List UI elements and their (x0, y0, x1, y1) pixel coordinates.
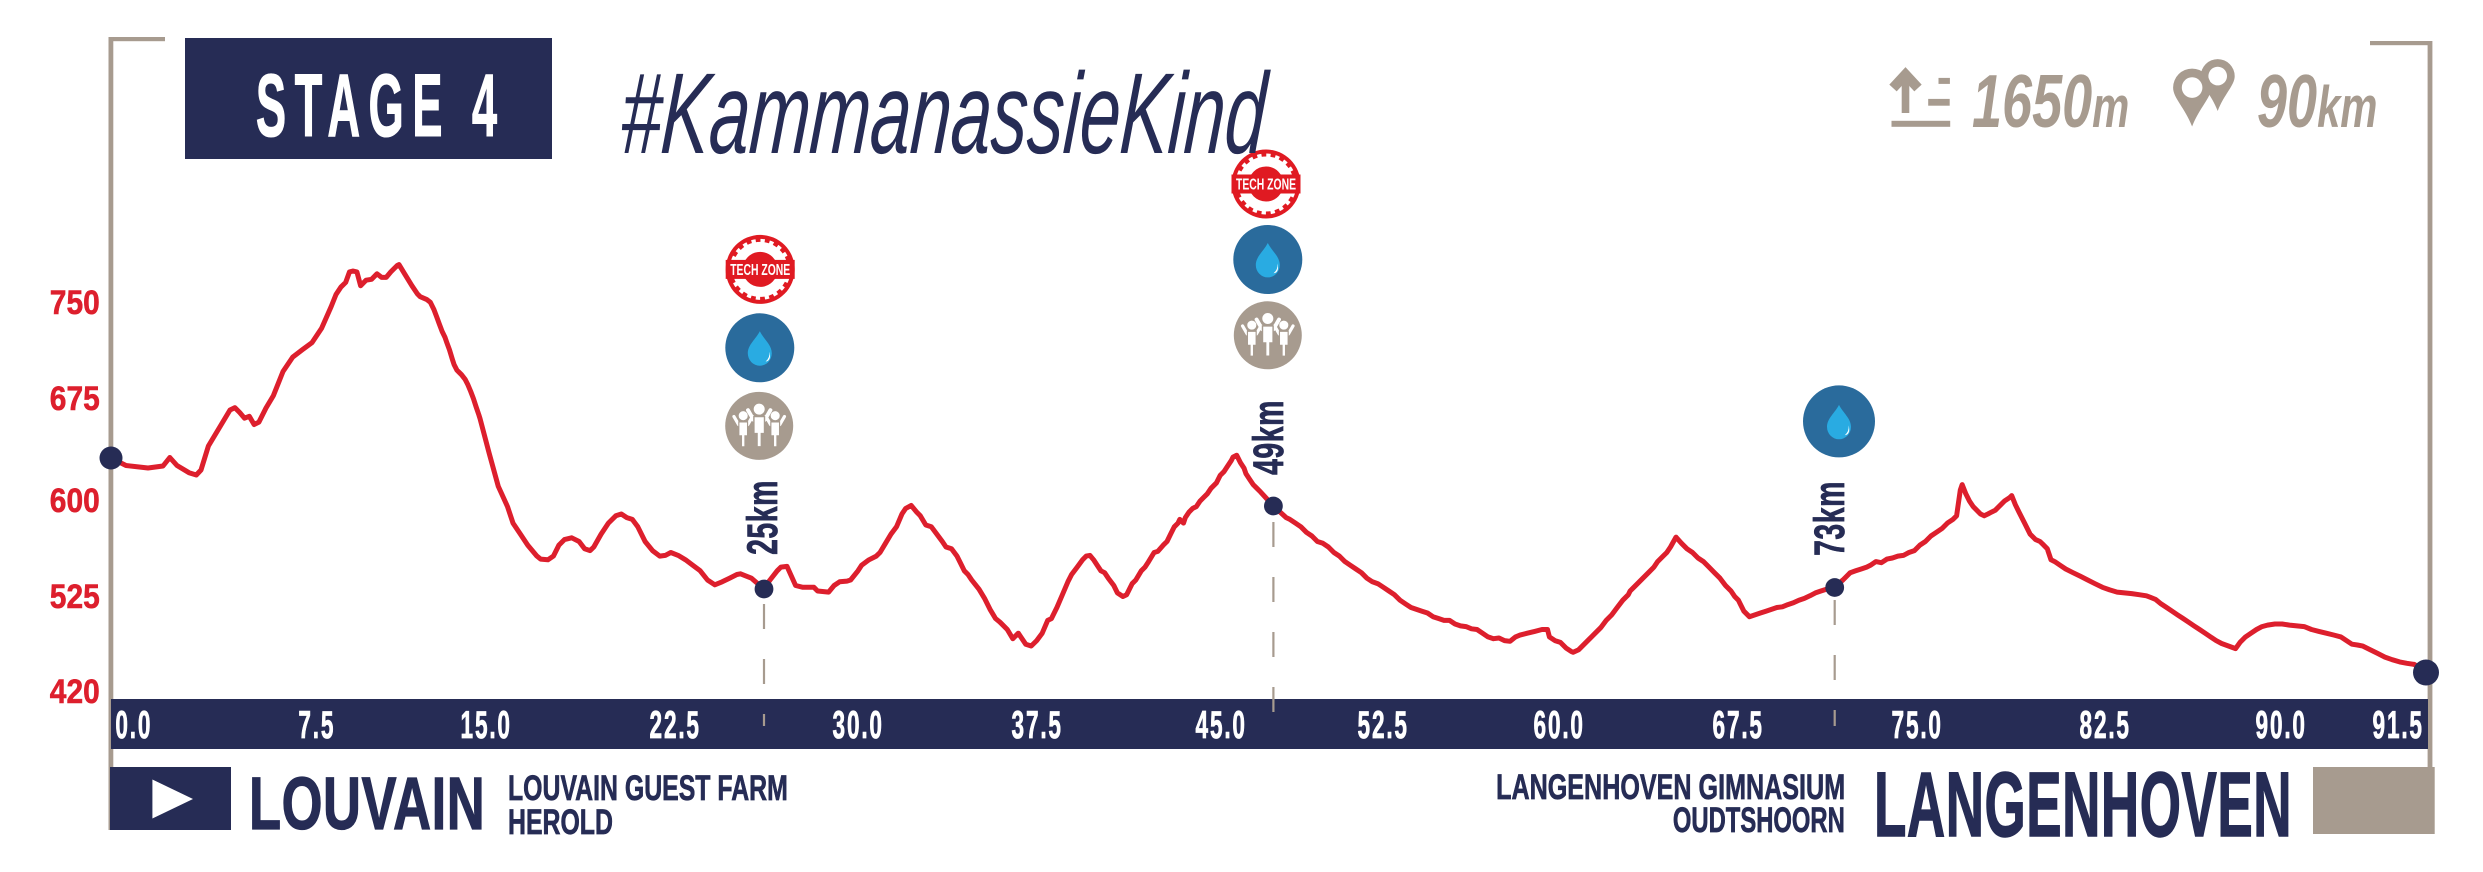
svg-text:TECH ZONE: TECH ZONE (1236, 177, 1296, 194)
svg-text:TECH ZONE: TECH ZONE (730, 262, 790, 279)
